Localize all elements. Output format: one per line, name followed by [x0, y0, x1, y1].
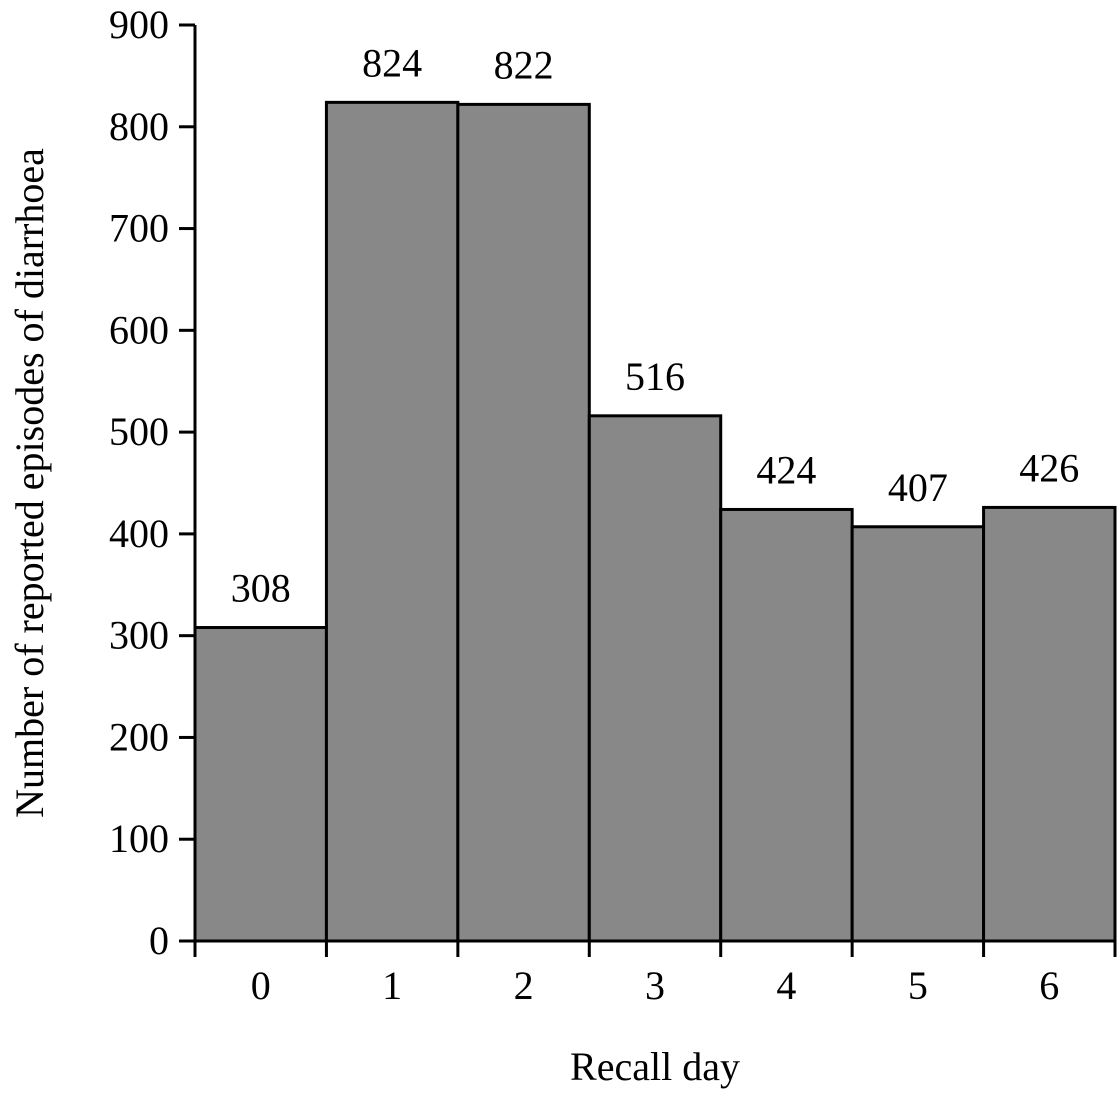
x-tick-label-2: 2: [514, 963, 534, 1008]
axes-group: [179, 23, 1117, 957]
x-tick-label-6: 6: [1039, 963, 1059, 1008]
y-tick-label-500: 500: [109, 409, 169, 454]
y-tick-label-400: 400: [109, 511, 169, 556]
y-tick-label-900: 900: [109, 2, 169, 47]
y-axis-title: Number of reported episodes of diarrhoea: [7, 148, 52, 818]
x-tick-label-4: 4: [776, 963, 796, 1008]
x-axis-title: Recall day: [570, 1044, 740, 1089]
x-tick-label-1: 1: [382, 963, 402, 1008]
bar-3: [587, 414, 723, 943]
y-tick-label-300: 300: [109, 613, 169, 658]
y-tick-label-100: 100: [109, 816, 169, 861]
x-tick-label-0: 0: [251, 963, 271, 1008]
x-tick-label-5: 5: [908, 963, 928, 1008]
y-tick-label-200: 200: [109, 714, 169, 759]
y-tick-label-700: 700: [109, 206, 169, 251]
bar-6: [982, 505, 1117, 943]
bar-2: [456, 102, 591, 943]
data-label-3: 516: [625, 354, 685, 399]
data-label-6: 426: [1019, 445, 1079, 490]
y-tick-label-600: 600: [109, 307, 169, 352]
bar-1: [324, 100, 460, 943]
data-label-2: 822: [494, 42, 554, 87]
data-label-4: 424: [756, 447, 816, 492]
x-tick-label-3: 3: [645, 963, 665, 1008]
data-label-1: 824: [362, 40, 422, 85]
bar-5: [850, 525, 986, 943]
data-label-5: 407: [888, 465, 948, 510]
y-tick-label-800: 800: [109, 104, 169, 149]
bar-4: [719, 507, 854, 943]
bars-group: [193, 100, 1117, 943]
y-tick-label-0: 0: [149, 918, 169, 963]
data-label-0: 308: [231, 566, 291, 611]
bar-0: [193, 626, 328, 943]
